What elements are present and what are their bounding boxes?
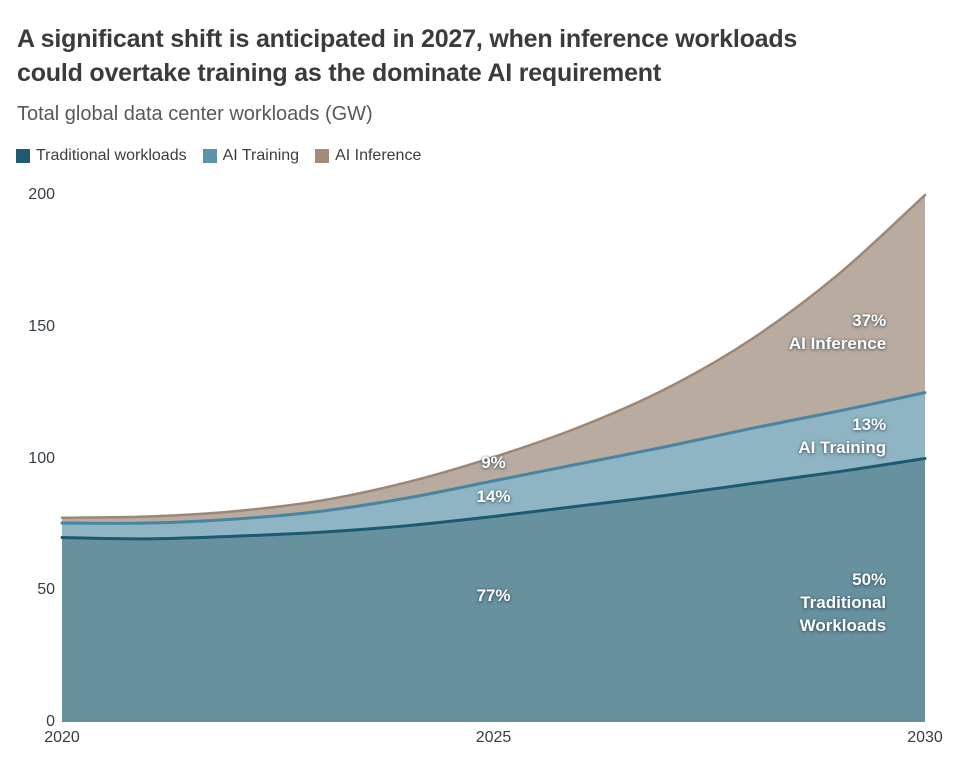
- line-ai-training: [60, 391, 927, 525]
- annotation-line-workloads: Workloads: [799, 615, 887, 635]
- chart-annotation-50-traditional-workloads: 50% Traditional Workloads: [800, 568, 887, 637]
- annotation-line-13: 13%: [852, 415, 887, 435]
- legend-label-ai-inference: AI Inference: [335, 147, 422, 164]
- y-tick-label-100: 100: [28, 449, 55, 467]
- x-tick-label-2030: 2030: [907, 729, 943, 746]
- annotation-line-traditional: Traditional: [800, 592, 887, 612]
- chart-annotation-9: 9%: [429, 451, 559, 474]
- annotation-line-77: 77%: [476, 586, 511, 606]
- legend-label-ai-training: AI Training: [222, 147, 300, 164]
- annotation-line-14: 14%: [476, 487, 511, 507]
- legend-swatch-traditional-workloads: [16, 149, 30, 163]
- legend-item-traditional-workloads: Traditional workloads: [16, 147, 187, 165]
- legend-item-ai-inference: AI Inference: [315, 147, 421, 165]
- legend-item-ai-training: AI Training: [202, 147, 300, 165]
- x-tick-label-2025: 2025: [475, 729, 512, 746]
- chart-annotation-13-ai-training: 13% AI Training: [798, 413, 886, 459]
- y-tick-label-150: 150: [28, 317, 55, 335]
- x-tick-label-2020: 2020: [44, 729, 80, 746]
- chart-legend: Traditional workloads AI Training AI Inf…: [0, 126, 963, 165]
- legend-label-traditional-workloads: Traditional workloads: [36, 147, 187, 164]
- area-traditional-workloads: [62, 458, 925, 722]
- chart-annotation-77: 77%: [429, 584, 559, 607]
- legend-swatch-ai-inference: [315, 149, 330, 163]
- chart-title-line-1: A significant shift is anticipated in 20…: [17, 25, 798, 53]
- chart-annotation-14: 14%: [429, 485, 559, 508]
- chart-annotation-37-ai-inference: 37% AI Inference: [789, 309, 886, 355]
- y-tick-label-50: 50: [37, 581, 55, 599]
- y-tick-label-200: 200: [28, 186, 55, 203]
- chart-title: A significant shift is anticipated in 20…: [0, 0, 963, 90]
- chart-subtitle: Total global data center workloads (GW): [17, 103, 373, 125]
- annotation-line-ai-inference: AI Inference: [788, 334, 887, 354]
- y-tick-label-0: 0: [46, 713, 55, 730]
- annotation-line-37: 37%: [852, 311, 887, 331]
- annotation-line-50: 50%: [852, 569, 887, 589]
- chart-title-line-2: could overtake training as the dominate …: [17, 59, 661, 87]
- legend-swatch-ai-training: [202, 149, 217, 163]
- annotation-line-9: 9%: [481, 452, 506, 472]
- line-traditional-workloads: [60, 457, 927, 541]
- line-ai-inference: [60, 193, 927, 520]
- annotation-line-ai-training: AI Training: [798, 438, 887, 458]
